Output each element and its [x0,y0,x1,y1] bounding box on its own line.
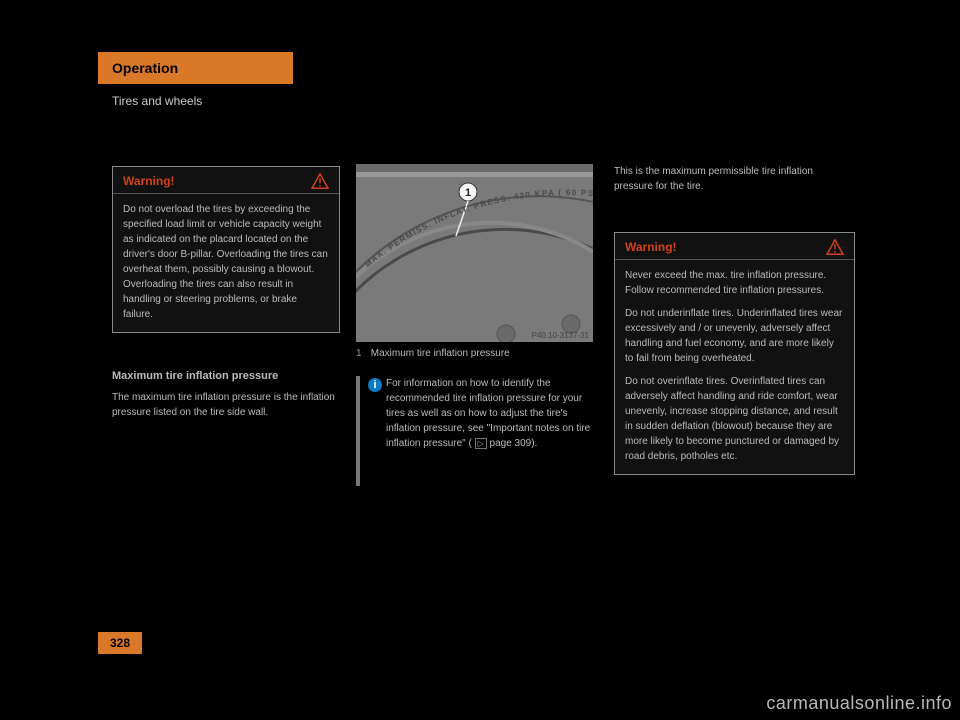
section-header-bar: Operation [98,52,293,84]
mid-paragraph: The maximum tire inflation pressure is t… [112,390,340,420]
page-link[interactable]: page 309 [490,438,532,449]
caption-number: 1 [356,348,368,359]
info-content: i For information on how to identify the… [368,376,592,486]
right-intro-text: This is the maximum permissible tire inf… [614,164,854,194]
warning-title: Warning! [625,240,677,254]
warning-triangle-icon [826,239,844,255]
warning-p1: Never exceed the max. tire inflation pre… [625,268,844,298]
mid-heading: Maximum tire inflation pressure [112,370,278,382]
warning-box-inflation: Warning! Never exceed the max. tire infl… [614,232,855,475]
warning-body: Never exceed the max. tire inflation pre… [615,260,854,474]
warning-text: Do not overload the tires by exceeding t… [123,202,329,322]
page-number-badge: 328 [98,632,142,654]
warning-p2: Do not underinflate tires. Underinflated… [625,306,844,366]
warning-triangle-icon [311,173,329,189]
image-caption: 1 Maximum tire inflation pressure [356,348,510,359]
info-text: For information on how to identify the r… [386,376,592,451]
callout-number: 1 [465,187,471,199]
page-subheader: Tires and wheels [112,94,202,108]
tire-sidewall-image: 1 MAX. PERMISS. INFLAT. PRESS. 420 KPA (… [356,164,593,342]
tire-svg: 1 MAX. PERMISS. INFLAT. PRESS. 420 KPA (… [356,164,593,342]
caption-text: Maximum tire inflation pressure [371,348,510,359]
info-note: i For information on how to identify the… [356,376,592,486]
watermark: carmanualsonline.info [766,693,952,714]
warning-p3: Do not overinflate tires. Overinflated t… [625,374,844,464]
warning-header: Warning! [615,233,854,260]
info-icon: i [368,378,382,392]
info-sidebar-stripe [356,376,360,486]
warning-body: Do not overload the tires by exceeding t… [113,194,339,332]
warning-header: Warning! [113,167,339,194]
warning-box-overload: Warning! Do not overload the tires by ex… [112,166,340,333]
manual-page: Operation Tires and wheels Warning! Do n… [0,0,960,720]
section-title: Operation [112,60,178,76]
page-ref-icon: ▷ [475,438,487,449]
image-code: P40.10-3137-31 [532,331,589,340]
warning-title: Warning! [123,174,175,188]
